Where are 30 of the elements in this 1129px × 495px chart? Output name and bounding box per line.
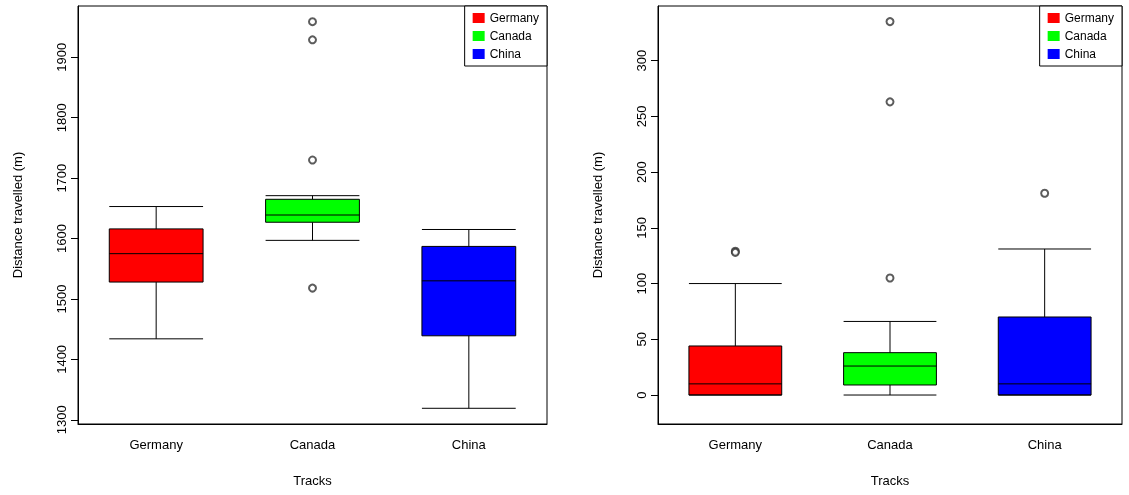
y-tick-label: 1700 (54, 163, 69, 193)
x-tick-label: China (451, 437, 487, 452)
x-axis-title: Tracks (293, 473, 333, 488)
y-tick-label: 1900 (54, 42, 69, 72)
x-tick-label: Canada (867, 437, 914, 452)
y-tick-label: 1400 (54, 344, 69, 374)
y-tick-label: 1300 (54, 405, 69, 435)
x-tick-label: Germany (708, 437, 763, 452)
y-tick-label: 1600 (54, 224, 69, 254)
y-tick-label: 50 (634, 332, 649, 347)
legend-label: Canada (1064, 29, 1108, 43)
y-axis-title: Distance travelled (m) (590, 151, 605, 279)
y-tick-label: 0 (634, 391, 649, 399)
y-tick-label: 100 (634, 272, 649, 295)
x-tick-label: Germany (129, 437, 184, 452)
legend-label: China (1064, 47, 1097, 61)
y-axis-title: Distance travelled (m) (10, 151, 25, 279)
y-tick-label: 150 (634, 216, 649, 239)
legend-label: Canada (489, 29, 533, 43)
x-tick-label: China (1027, 437, 1063, 452)
legend-label: Germany (489, 11, 540, 25)
y-tick-label: 300 (634, 49, 649, 72)
y-tick-label: 250 (634, 105, 649, 128)
legend-label: China (489, 47, 522, 61)
legend-label: Germany (1064, 11, 1115, 25)
x-tick-label: Canada (289, 437, 337, 452)
y-tick-label: 200 (634, 161, 649, 183)
y-tick-label: 1500 (54, 284, 69, 314)
y-tick-label: 1800 (54, 103, 69, 133)
x-axis-title: Tracks (870, 473, 910, 488)
